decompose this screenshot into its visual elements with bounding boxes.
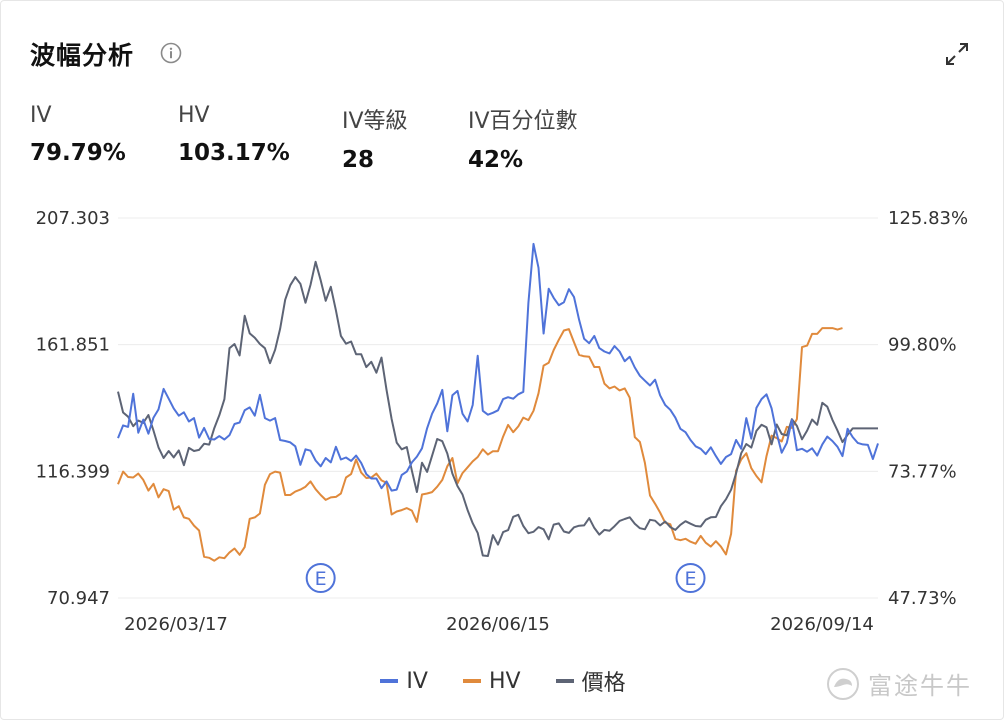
earnings-marker-circle [305, 563, 336, 593]
chart-legend: IV HV 價格 [0, 664, 1006, 697]
earnings-marker[interactable]: E [305, 563, 336, 593]
stat-iv-percentile: IV百分位數 42% [468, 103, 578, 173]
series-line-hv [117, 327, 843, 562]
y-right-tick-label: 99.80% [888, 335, 957, 356]
legend-label-price: 價格 [581, 671, 626, 696]
y-right-tick-label: 125.83% [888, 208, 968, 229]
series-line-iv [117, 242, 879, 492]
earnings-marker-circle [675, 563, 706, 593]
stat-iv-rank: IV等級 28 [342, 103, 408, 173]
expand-icon[interactable] [943, 40, 971, 68]
legend-label-iv: IV [406, 668, 428, 694]
stat-iv-rank-label: IV等級 [342, 109, 408, 134]
x-tick-label: 2026/06/15 [446, 614, 550, 635]
legend-swatch-price [555, 679, 574, 683]
y-left-tick-label: 116.399 [36, 461, 110, 482]
earnings-marker-label: E [315, 568, 327, 590]
earnings-marker-label: E [685, 568, 697, 590]
stat-iv-rank-value: 28 [342, 147, 375, 173]
futu-logo-icon [827, 667, 859, 700]
legend-item-price[interactable]: 價格 [555, 665, 626, 697]
legend-item-iv[interactable]: IV [380, 669, 428, 694]
x-tick-label: 2026/03/17 [124, 614, 228, 635]
y-left-tick-label: 70.947 [47, 588, 110, 609]
legend-swatch-hv [462, 679, 481, 683]
watermark: 富途牛牛 [826, 666, 972, 701]
y-left-tick-label: 207.303 [36, 208, 110, 229]
legend-label-hv: HV [488, 668, 521, 694]
stat-hv-label: HV [178, 103, 210, 128]
y-right-tick-label: 73.77% [888, 461, 957, 482]
stat-iv-percentile-label: IV百分位數 [468, 109, 578, 134]
legend-item-hv[interactable]: HV [462, 668, 521, 694]
series-line-price [117, 260, 878, 557]
card-title: 波幅分析 [30, 41, 135, 70]
y-right-tick-label: 47.73% [888, 588, 957, 609]
watermark-text: 富途牛牛 [868, 672, 972, 700]
y-left-tick-label: 161.851 [36, 335, 110, 356]
x-tick-label: 2026/09/14 [770, 614, 874, 635]
stat-iv: IV 79.79% [30, 103, 126, 166]
info-icon[interactable] [160, 42, 182, 64]
stat-iv-percentile-value: 42% [468, 147, 524, 173]
stat-hv-value: 103.17% [178, 140, 290, 166]
stat-hv: HV 103.17% [178, 103, 290, 166]
legend-swatch-iv [380, 679, 399, 683]
earnings-marker[interactable]: E [675, 563, 706, 593]
stat-iv-value: 79.79% [30, 140, 126, 166]
stat-iv-label: IV [30, 103, 52, 128]
